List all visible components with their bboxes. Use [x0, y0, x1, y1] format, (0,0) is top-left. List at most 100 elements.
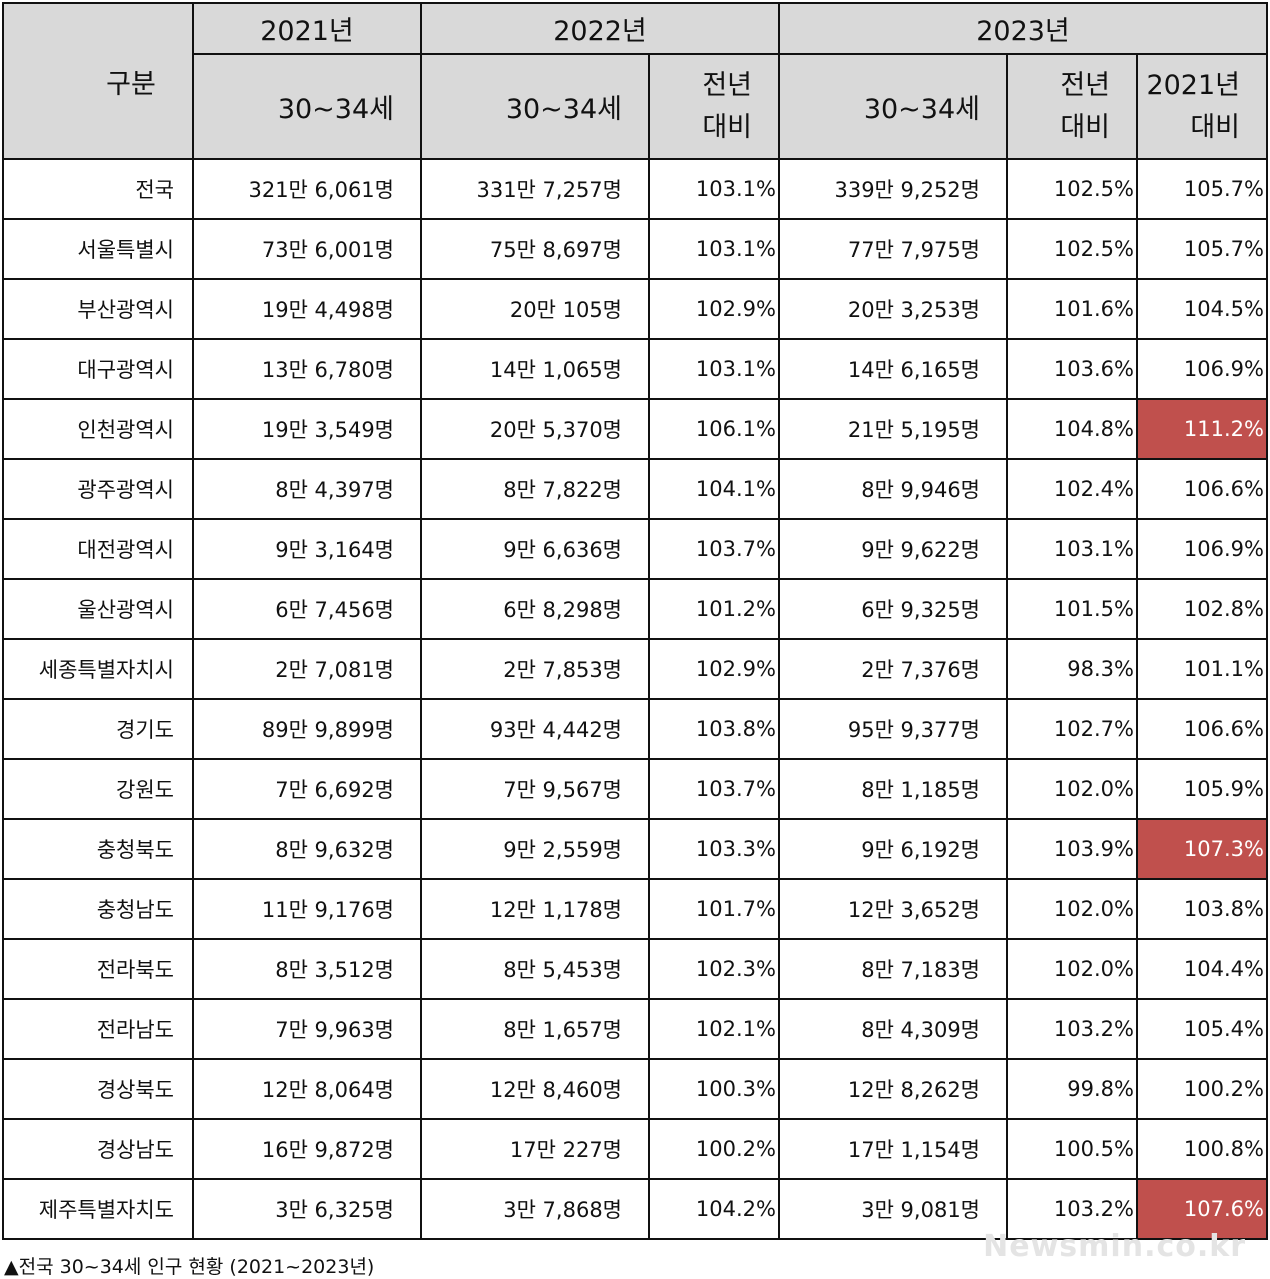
population-2021-cell: 6만 7,456명	[192, 578, 422, 640]
population-2022-cell: 2만 7,853명	[420, 638, 650, 700]
region-cell: 충청남도	[2, 878, 194, 940]
table-row: 강원도 7만 6,692명 7만 9,567명 103.7% 8만 1,185명 102.…	[2, 758, 1268, 820]
population-2023-cell: 21만 5,195명	[778, 398, 1008, 460]
population-2022-cell: 3만 7,868명	[420, 1178, 650, 1240]
table-row: 제주특별자치도 3만 6,325명 3만 7,868명 104.2% 3만 9,081명…	[2, 1178, 1268, 1240]
change-2022-vs-prev-cell: 103.7%	[648, 518, 780, 580]
age-group-header-2022: 30~34세	[420, 53, 650, 160]
population-2021-cell: 73만 6,001명	[192, 218, 422, 280]
region-cell: 울산광역시	[2, 578, 194, 640]
change-2023-vs-prev-cell: 103.1%	[1006, 518, 1138, 580]
population-2021-cell: 9만 3,164명	[192, 518, 422, 580]
table-row: 울산광역시 6만 7,456명 6만 8,298명 101.2% 6만 9,325명 10…	[2, 578, 1268, 640]
population-2021-cell: 321만 6,061명	[192, 158, 422, 220]
prev-year-compare-header-2023: 전년 대비	[1006, 53, 1138, 160]
table-row: 부산광역시 19만 4,498명 20만 105명 102.9% 20만 3,253명 1…	[2, 278, 1268, 340]
population-2021-cell: 8만 9,632명	[192, 818, 422, 880]
population-2023-cell: 9만 6,192명	[778, 818, 1008, 880]
population-2022-cell: 20만 5,370명	[420, 398, 650, 460]
change-2023-vs-prev-cell: 103.9%	[1006, 818, 1138, 880]
population-2022-cell: 9만 6,636명	[420, 518, 650, 580]
year-2023-header: 2023년	[778, 2, 1268, 55]
change-2023-vs-2021-cell: 104.5%	[1136, 278, 1268, 340]
change-2023-vs-prev-cell: 102.5%	[1006, 158, 1138, 220]
population-2022-cell: 331만 7,257명	[420, 158, 650, 220]
change-2023-vs-prev-cell: 104.8%	[1006, 398, 1138, 460]
watermark: Newsmin.co.kr	[983, 1229, 1246, 1264]
change-2022-vs-prev-cell: 101.7%	[648, 878, 780, 940]
population-2023-cell: 77만 7,975명	[778, 218, 1008, 280]
table-row: 광주광역시 8만 4,397명 8만 7,822명 104.1% 8만 9,946명 10…	[2, 458, 1268, 520]
population-2023-cell: 12만 3,652명	[778, 878, 1008, 940]
population-2023-cell: 95만 9,377명	[778, 698, 1008, 760]
change-2023-vs-2021-cell: 100.2%	[1136, 1058, 1268, 1120]
change-2022-vs-prev-cell: 103.7%	[648, 758, 780, 820]
region-cell: 경상남도	[2, 1118, 194, 1180]
header-line: 대비	[1190, 111, 1240, 143]
population-2021-cell: 19만 4,498명	[192, 278, 422, 340]
population-2021-cell: 7만 9,963명	[192, 998, 422, 1060]
vs-2021-compare-header: 2021년 대비	[1136, 53, 1268, 160]
region-cell: 전라남도	[2, 998, 194, 1060]
population-2023-cell: 8만 7,183명	[778, 938, 1008, 1000]
region-cell: 전라북도	[2, 938, 194, 1000]
population-2021-cell: 8만 3,512명	[192, 938, 422, 1000]
region-cell: 부산광역시	[2, 278, 194, 340]
change-2023-vs-prev-cell: 99.8%	[1006, 1058, 1138, 1120]
year-2022-header: 2022년	[420, 2, 780, 55]
change-2022-vs-prev-cell: 102.9%	[648, 638, 780, 700]
population-2023-cell: 20만 3,253명	[778, 278, 1008, 340]
region-cell: 광주광역시	[2, 458, 194, 520]
region-cell: 인천광역시	[2, 398, 194, 460]
change-2023-vs-prev-cell: 102.0%	[1006, 758, 1138, 820]
population-2023-cell: 8만 1,185명	[778, 758, 1008, 820]
population-table: 구분 2021년 2022년 2023년 30~34세 30~34세 전년 대비…	[2, 2, 1268, 1240]
population-2022-cell: 12만 8,460명	[420, 1058, 650, 1120]
change-2022-vs-prev-cell: 103.1%	[648, 218, 780, 280]
change-2023-vs-2021-cell: 107.6%	[1136, 1178, 1268, 1240]
table-row: 전국 321만 6,061명 331만 7,257명 103.1% 339만 9,252…	[2, 158, 1268, 220]
population-2021-cell: 12만 8,064명	[192, 1058, 422, 1120]
header-line: 대비	[1060, 111, 1110, 143]
table-header: 구분 2021년 2022년 2023년 30~34세 30~34세 전년 대비…	[2, 2, 1268, 160]
change-2023-vs-prev-cell: 101.5%	[1006, 578, 1138, 640]
population-2023-cell: 339만 9,252명	[778, 158, 1008, 220]
change-2023-vs-2021-cell: 102.8%	[1136, 578, 1268, 640]
change-2023-vs-2021-cell: 104.4%	[1136, 938, 1268, 1000]
region-cell: 대구광역시	[2, 338, 194, 400]
population-2022-cell: 17만 227명	[420, 1118, 650, 1180]
region-cell: 대전광역시	[2, 518, 194, 580]
region-cell: 제주특별자치도	[2, 1178, 194, 1240]
table-row: 세종특별자치시 2만 7,081명 2만 7,853명 102.9% 2만 7,376명…	[2, 638, 1268, 700]
population-2023-cell: 3만 9,081명	[778, 1178, 1008, 1240]
population-2022-cell: 8만 1,657명	[420, 998, 650, 1060]
region-cell: 충청북도	[2, 818, 194, 880]
change-2023-vs-2021-cell: 105.4%	[1136, 998, 1268, 1060]
change-2023-vs-prev-cell: 98.3%	[1006, 638, 1138, 700]
header-line: 전년	[1060, 69, 1110, 101]
table-caption: ▲전국 30~34세 인구 현황 (2021~2023년)	[4, 1256, 375, 1278]
region-cell: 경상북도	[2, 1058, 194, 1120]
change-2022-vs-prev-cell: 106.1%	[648, 398, 780, 460]
change-2022-vs-prev-cell: 103.8%	[648, 698, 780, 760]
population-2022-cell: 14만 1,065명	[420, 338, 650, 400]
population-2022-cell: 93만 4,442명	[420, 698, 650, 760]
change-2023-vs-2021-cell: 107.3%	[1136, 818, 1268, 880]
population-2023-cell: 8만 9,946명	[778, 458, 1008, 520]
population-2021-cell: 16만 9,872명	[192, 1118, 422, 1180]
category-header: 구분	[2, 2, 194, 160]
population-2021-cell: 2만 7,081명	[192, 638, 422, 700]
age-group-header-2023: 30~34세	[778, 53, 1008, 160]
population-2022-cell: 20만 105명	[420, 278, 650, 340]
change-2023-vs-2021-cell: 103.8%	[1136, 878, 1268, 940]
change-2023-vs-2021-cell: 101.1%	[1136, 638, 1268, 700]
change-2023-vs-prev-cell: 100.5%	[1006, 1118, 1138, 1180]
change-2023-vs-2021-cell: 106.9%	[1136, 518, 1268, 580]
population-2021-cell: 11만 9,176명	[192, 878, 422, 940]
header-row-subcolumns: 30~34세 30~34세 전년 대비 30~34세 전년 대비 2021년 대…	[3, 53, 1268, 160]
year-2021-header: 2021년	[192, 2, 422, 55]
change-2023-vs-2021-cell: 111.2%	[1136, 398, 1268, 460]
header-line: 2021년	[1146, 69, 1240, 101]
change-2023-vs-prev-cell: 103.2%	[1006, 1178, 1138, 1240]
change-2022-vs-prev-cell: 100.2%	[648, 1118, 780, 1180]
